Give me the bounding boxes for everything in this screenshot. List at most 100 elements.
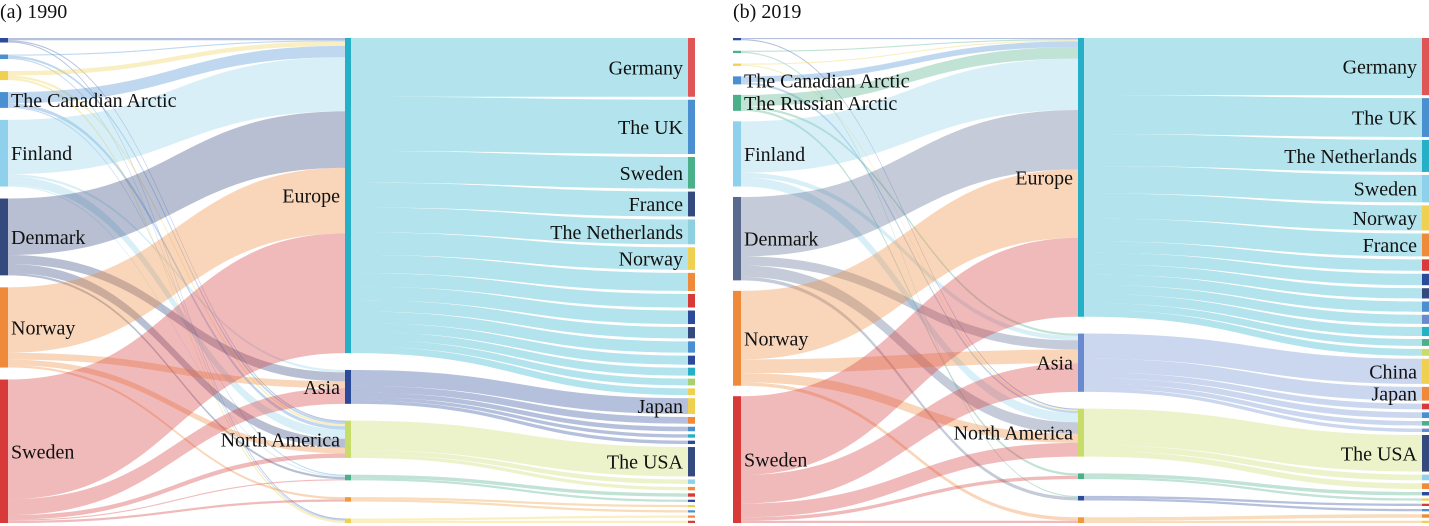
node-s2 (0, 54, 8, 60)
flow-no-to-na (741, 373, 1078, 443)
flow-eu-to-fr (351, 182, 688, 217)
flow-s2-to-r5 (741, 51, 1078, 498)
flow-s3-to-na (741, 64, 1078, 411)
label-norway: Norway (744, 328, 808, 350)
label-the-netherlands: The Netherlands (550, 222, 683, 244)
label-germany: Germany (609, 57, 683, 79)
label-denmark: Denmark (11, 227, 85, 249)
node-a7 (688, 272, 695, 291)
label-the-uk: The UK (618, 117, 684, 139)
flow-r5-to-b27 (1084, 498, 1422, 512)
node-norway (1422, 205, 1429, 231)
node-r6 (345, 518, 351, 523)
flow-no-to-eu (741, 169, 1078, 360)
node-europe (1078, 38, 1084, 317)
flow-dk-to-eu (741, 109, 1078, 257)
flow-se-to-r5 (8, 499, 345, 523)
flow-dk-to-r5 (741, 276, 1078, 501)
flow-r5-to-a26 (351, 497, 688, 508)
flow-fi-to-na (741, 177, 1078, 423)
flow-ca-to-r4 (8, 106, 345, 476)
node-asia (1078, 333, 1084, 392)
flow-as-to-a17 (351, 385, 688, 424)
node-a12 (688, 355, 695, 365)
flow-s1-to-na (8, 40, 345, 422)
flow-eu-to-b12 (1084, 293, 1422, 337)
flow-ca-to-eu (8, 45, 345, 104)
flow-s3-to-na (8, 75, 345, 427)
label-japan: Japan (1371, 384, 1417, 406)
flow-as-to-a19 (351, 397, 688, 438)
flow-r4-to-b25 (1084, 476, 1422, 501)
node-a24 (688, 493, 695, 497)
flow-dk-to-na (741, 265, 1078, 434)
node-china (1422, 358, 1429, 384)
flow-ra-to-as (741, 106, 1078, 336)
label-asia: Asia (303, 377, 340, 399)
node-the-uk (688, 99, 695, 154)
node-b18 (1422, 412, 1429, 419)
flow-se-to-eu (741, 237, 1078, 476)
label-sweden: Sweden (620, 163, 683, 185)
flow-s1-to-eu (741, 38, 1078, 40)
node-france (1422, 233, 1429, 257)
flow-no-to-as (8, 352, 345, 389)
flow-na-to-b23 (1084, 450, 1422, 490)
node-r5 (1078, 495, 1084, 501)
node-sweden (733, 396, 741, 523)
label-sweden: Sweden (744, 450, 807, 472)
label-finland: Finland (744, 144, 805, 166)
flow-eu-to-b13 (1084, 303, 1422, 346)
flow-r5-to-b26 (1084, 495, 1422, 507)
flow-ra-to-r4 (741, 108, 1078, 476)
flow-se-to-na (741, 442, 1078, 518)
flow-s1-to-na (741, 39, 1078, 410)
node-b27 (1422, 509, 1429, 512)
node-a20 (688, 440, 695, 445)
label-sweden: Sweden (11, 441, 74, 463)
flow-fi-to-eu (741, 58, 1078, 173)
flow-s1-to-r6 (8, 41, 345, 520)
label-the-canadian-arctic: The Canadian Arctic (11, 90, 177, 112)
node-b7 (1422, 259, 1429, 271)
flow-ca-to-eu (741, 41, 1078, 83)
node-the-netherlands (688, 219, 695, 245)
flow-s2-to-eu (741, 39, 1078, 52)
flow-eu-to-a15 (351, 346, 688, 396)
node-a8 (688, 293, 695, 308)
node-b19 (1422, 421, 1429, 426)
flow-eu-to-sw (351, 150, 688, 189)
node-s2 (733, 50, 741, 54)
node-the-russian-arctic (733, 94, 741, 111)
flow-se-to-r4 (8, 479, 345, 521)
node-b14 (1422, 348, 1429, 356)
flow-no-to-r6 (741, 382, 1078, 521)
node-a19 (688, 434, 695, 438)
flow-as-to-b20 (1084, 388, 1422, 433)
flow-eu-to-de (1084, 38, 1422, 96)
flow-ca-to-na (8, 103, 345, 430)
node-b26 (1422, 503, 1429, 507)
flow-fi-to-na (8, 176, 345, 439)
flow-as-to-b19 (1084, 383, 1422, 426)
node-b24 (1422, 492, 1429, 496)
flow-eu-to-nl (351, 207, 688, 245)
flow-na-to-b22 (1084, 445, 1422, 481)
label-europe: Europe (282, 186, 340, 208)
flow-no-to-as (741, 349, 1078, 374)
flow-eu-to-a8 (351, 272, 688, 308)
flow-fi-to-as (8, 174, 345, 373)
panel-title: (a) 1990 (0, 1, 67, 23)
flow-eu-to-a13 (351, 331, 688, 376)
flow-se-to-r4 (741, 475, 1078, 521)
label-china: China (1369, 361, 1417, 383)
node-the-canadian-arctic (733, 76, 741, 85)
node-r5 (345, 497, 351, 502)
node-the-canadian-arctic (0, 92, 8, 108)
label-norway: Norway (11, 317, 75, 339)
node-r6 (1078, 517, 1084, 523)
flow-na-to-us (1084, 408, 1422, 472)
flow-eu-to-a12 (351, 322, 688, 365)
flow-se-to-na (8, 453, 345, 520)
node-north-america (345, 420, 351, 458)
